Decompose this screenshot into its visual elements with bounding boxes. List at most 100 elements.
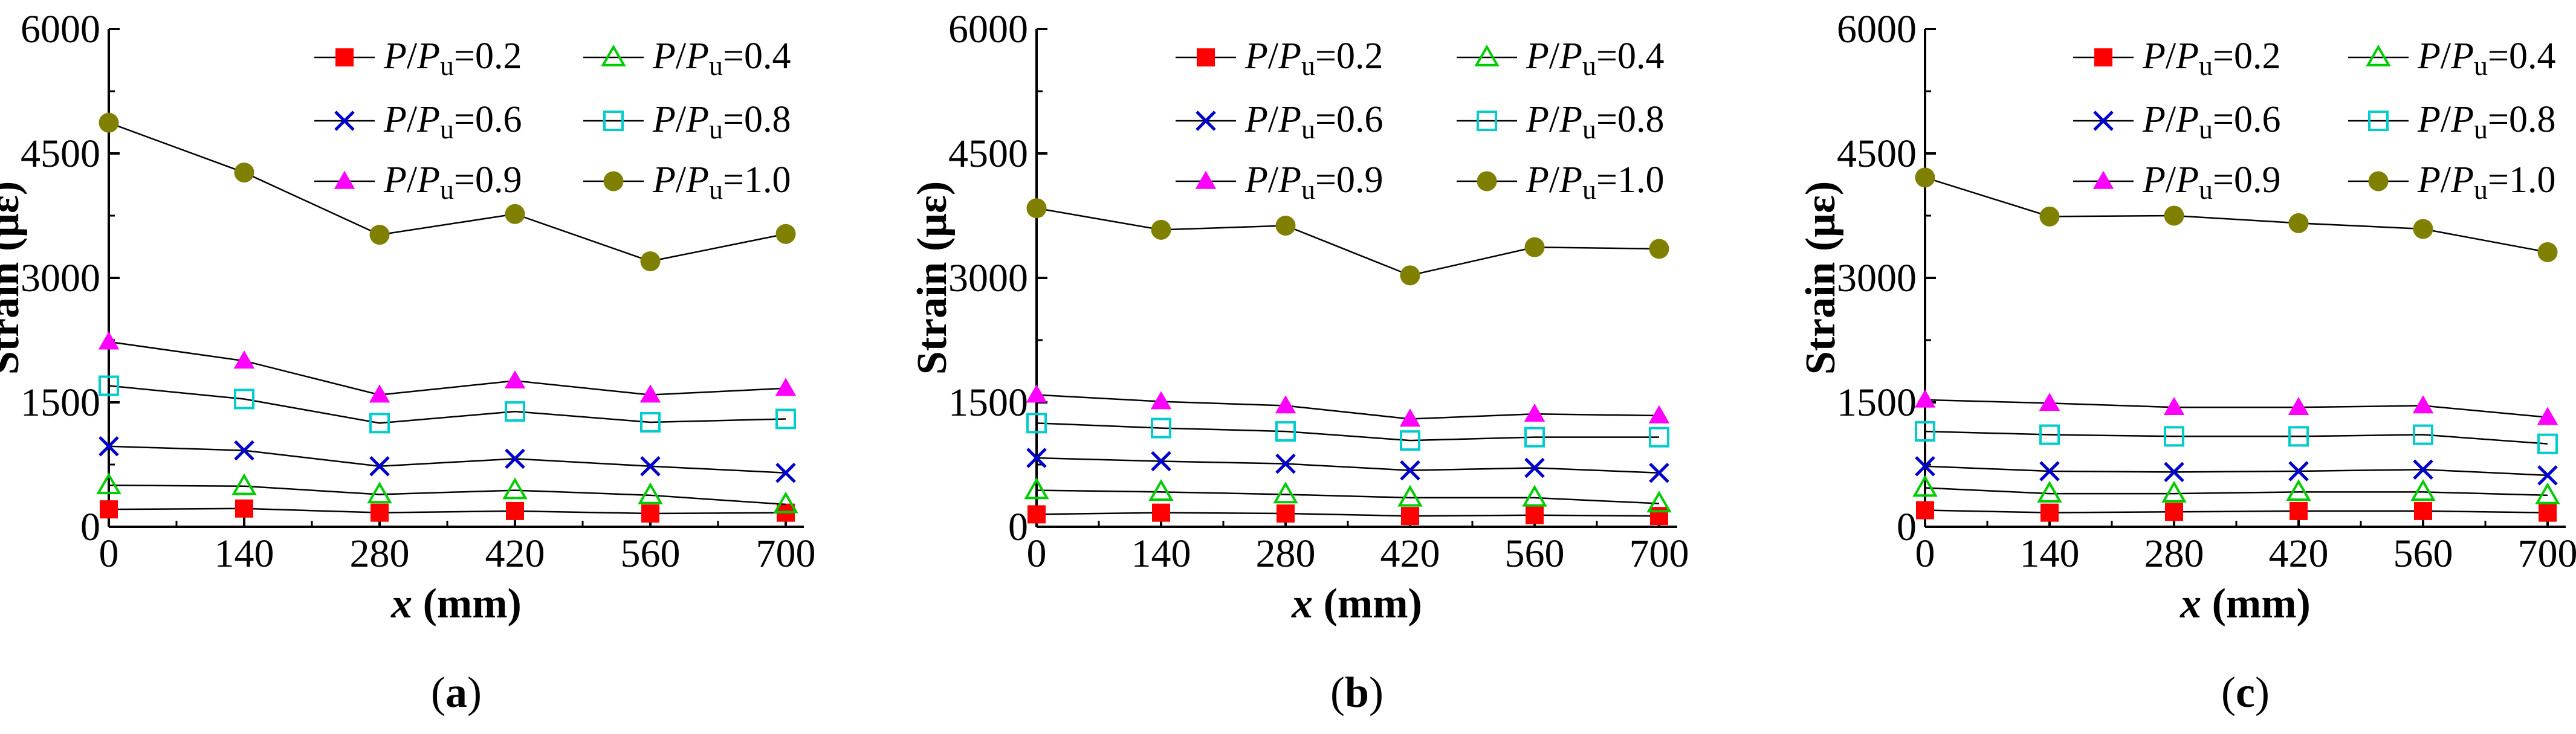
series-P-Pu-0-4 (1912, 475, 2560, 504)
legend-entry: P/Pu=0.8 (583, 99, 791, 144)
x-tick-label: 140 (2020, 532, 2080, 576)
legend-label: P/Pu=1.0 (2417, 159, 2555, 204)
legend-marker (2094, 48, 2112, 66)
data-point (1275, 215, 1296, 236)
series-P-Pu-0-6 (1915, 456, 2558, 486)
series-P-Pu-0-2 (100, 499, 795, 523)
data-point (1646, 491, 1672, 513)
series-P-Pu-0-6 (99, 436, 796, 483)
legend-label: P/Pu=0.8 (2417, 99, 2555, 144)
data-point (99, 112, 119, 133)
legend-entry: P/Pu=1.0 (1457, 159, 1664, 205)
legend-label: P/Pu=0.4 (652, 36, 791, 80)
data-point (641, 504, 659, 523)
legend-marker (2366, 44, 2391, 66)
series-line (1924, 465, 2548, 477)
data-point (2535, 482, 2560, 504)
data-point (775, 378, 797, 396)
legend-entry: P/Pu=0.6 (1176, 99, 1383, 144)
data-point (1649, 239, 1669, 259)
y-tick-label: 6000 (948, 7, 1028, 51)
data-point (639, 384, 661, 403)
y-tick-label: 0 (1008, 505, 1028, 549)
data-point (775, 224, 796, 244)
data-point (775, 462, 796, 483)
series-P-Pu-0-9 (98, 331, 797, 403)
legend-entry: P/Pu=0.2 (2073, 36, 2280, 81)
legend-entry: P/Pu=0.9 (1176, 159, 1383, 205)
legend-entry: P/Pu=0.9 (2073, 159, 2280, 205)
data-point (2410, 479, 2436, 501)
series-P-Pu-0-8 (1026, 413, 1669, 451)
series-line (1036, 422, 1659, 442)
legend-entry: P/Pu=0.2 (314, 36, 522, 81)
y-axis-title: Strain (με) (909, 181, 956, 375)
data-point (1027, 505, 1046, 524)
legend-marker (1195, 170, 1217, 189)
x-tick-label: 700 (1629, 532, 1689, 576)
data-point (1026, 198, 1047, 219)
legend-entry: P/Pu=0.8 (2348, 99, 2555, 144)
legend-marker (335, 48, 354, 66)
data-point (773, 491, 798, 513)
x-tick-label: 560 (1505, 532, 1565, 576)
legend-marker (2368, 111, 2389, 131)
series-P-Pu-1-0 (99, 112, 796, 272)
x-tick-label: 420 (485, 532, 545, 576)
data-point (640, 411, 661, 433)
data-point (505, 401, 525, 422)
legend-entry: P/Pu=1.0 (583, 159, 791, 205)
legend-marker (1477, 171, 1497, 192)
data-point (640, 456, 661, 477)
data-point (233, 350, 255, 369)
series-line (1036, 394, 1660, 420)
data-point (2164, 205, 2184, 226)
data-point (1912, 475, 1938, 497)
legend-marker (601, 44, 626, 66)
legend-entry: P/Pu=0.4 (2348, 36, 2555, 81)
x-tick-label: 700 (756, 532, 816, 576)
data-point (1401, 507, 1419, 526)
data-point (96, 472, 121, 495)
legend-marker (1477, 111, 1497, 131)
series-P-Pu-0-8 (99, 375, 796, 434)
y-tick-label: 1500 (948, 381, 1028, 425)
series-line (1036, 512, 1660, 517)
legend-entry: P/Pu=0.8 (1457, 99, 1664, 144)
data-point (1026, 448, 1047, 468)
legend-entry: P/Pu=1.0 (2348, 159, 2555, 205)
chart-panel-c: 0 1500 3000 4500 6000 0 140 280 420 560 700 x (mm) S… (1798, 7, 2576, 716)
legend-marker (2368, 171, 2389, 192)
legend-marker (1197, 48, 1215, 66)
series-line (108, 385, 786, 424)
series-line (1036, 489, 1660, 504)
x-tick-label: 560 (621, 532, 681, 576)
data-point (1400, 265, 1420, 286)
legend-entry: P/Pu=0.6 (2073, 99, 2280, 144)
data-point (775, 408, 796, 430)
data-point (2539, 503, 2557, 522)
legend-marker (2092, 170, 2114, 189)
x-tick-label: 140 (215, 532, 274, 576)
data-point (371, 503, 389, 522)
y-axis-title: Strain (με) (0, 181, 28, 375)
data-point (640, 251, 661, 272)
data-point (1397, 485, 1423, 507)
legend: P/Pu=0.2 P/Pu=0.4 P/Pu=0.6 P/Pu=0.8 P/Pu=0.9… (2073, 36, 2555, 205)
data-point (1524, 427, 1545, 448)
legend-marker (1474, 44, 1500, 66)
legend-entry: P/Pu=0.9 (314, 159, 522, 205)
data-point (1914, 389, 1936, 408)
data-point (1148, 479, 1174, 501)
data-point (99, 375, 119, 396)
data-point (100, 500, 118, 519)
x-tick-label: 420 (1380, 532, 1440, 576)
data-point (1649, 462, 1669, 483)
series-P-Pu-0-9 (1914, 389, 2558, 425)
y-tick-label: 4500 (21, 132, 100, 176)
legend-label: P/Pu=0.4 (1526, 36, 1664, 80)
data-point (2039, 461, 2060, 481)
data-point (2288, 461, 2309, 481)
legend-label: P/Pu=0.8 (652, 99, 791, 144)
legend-label: P/Pu=0.6 (1244, 99, 1383, 144)
